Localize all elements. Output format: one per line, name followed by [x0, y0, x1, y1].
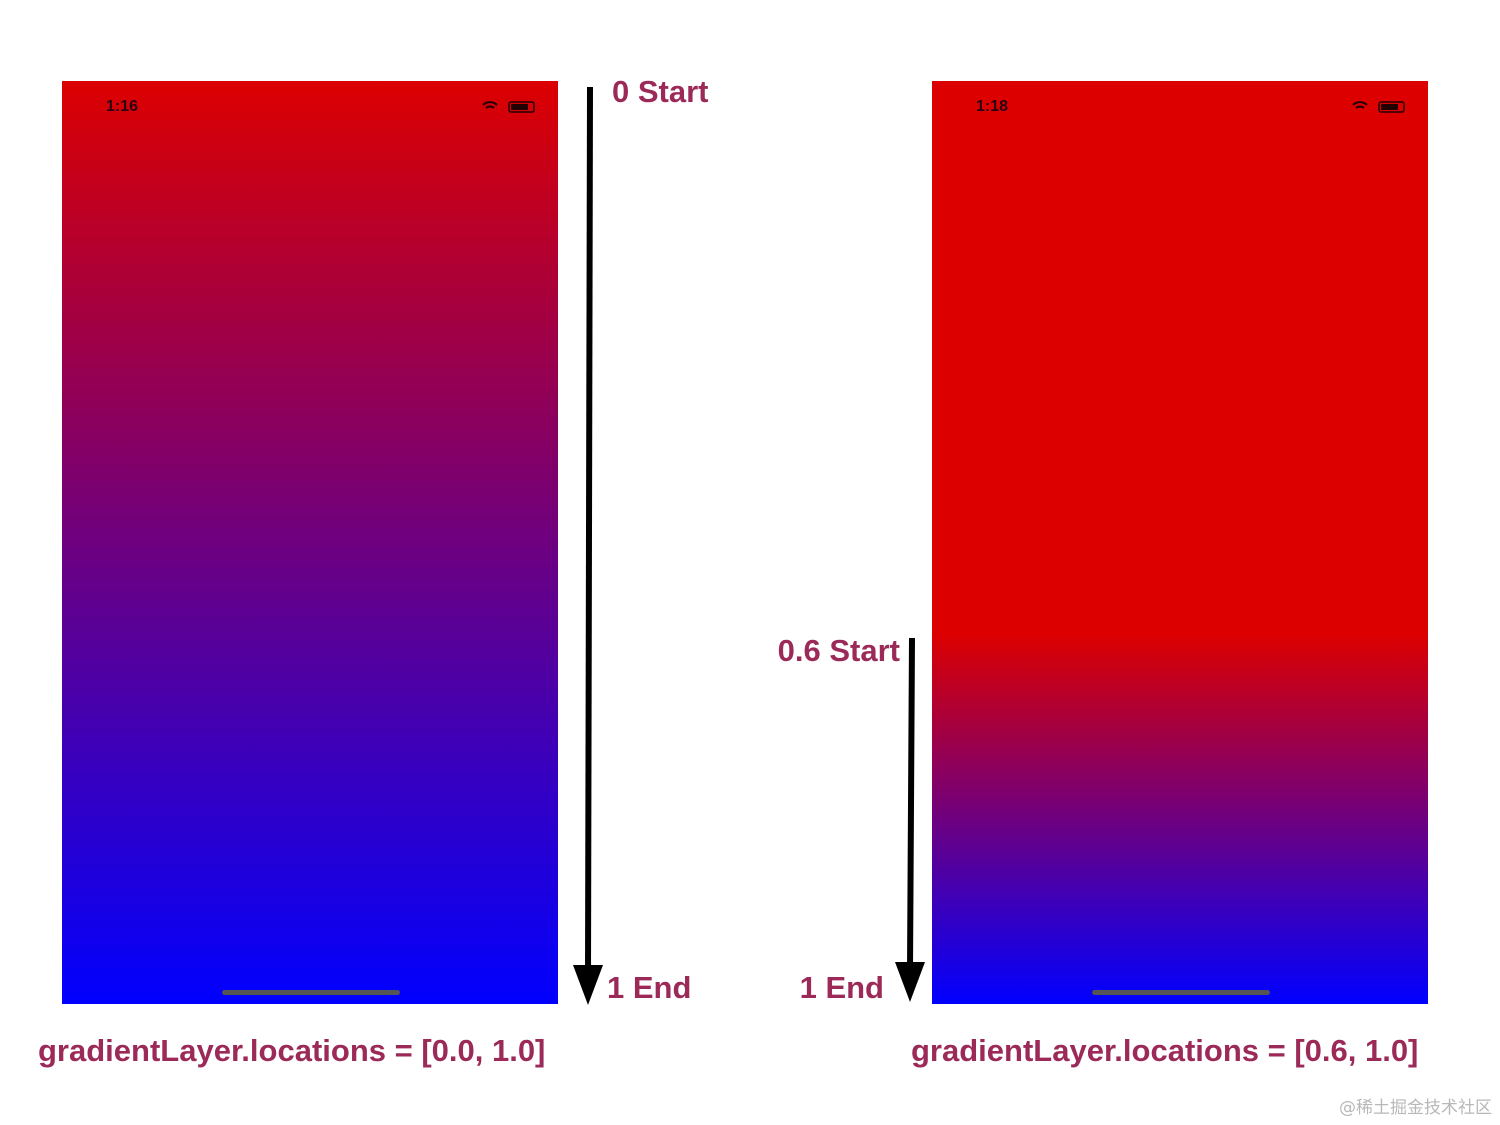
battery-level	[1381, 104, 1398, 110]
wifi-icon	[482, 101, 498, 109]
caption: gradientLayer.locations = [0.0, 1.0]	[38, 1033, 545, 1068]
arrow-line	[585, 86, 593, 976]
status-time: 1:18	[976, 98, 1008, 115]
home-indicator	[1092, 990, 1270, 995]
watermark: @稀土掘金技术社区	[1339, 1098, 1492, 1118]
caption: gradientLayer.locations = [0.6, 1.0]	[911, 1033, 1418, 1068]
end-label: 1 End	[607, 970, 691, 1005]
arrow-head	[573, 965, 603, 1005]
end-label: 1 End	[800, 970, 884, 1005]
home-indicator	[222, 990, 400, 995]
start-label: 0.6 Start	[778, 633, 900, 668]
arrow-head	[895, 962, 925, 1002]
arrow-line	[907, 637, 915, 971]
battery-icon	[508, 101, 535, 113]
phone-screen	[62, 81, 558, 1004]
wifi-icon	[1352, 101, 1368, 109]
left-phone: 1:16	[62, 81, 558, 1004]
phone-screen	[932, 81, 1428, 1004]
battery-icon	[1378, 101, 1405, 113]
status-time: 1:16	[106, 98, 138, 115]
start-label: 0 Start	[612, 74, 708, 109]
battery-level	[511, 104, 528, 110]
right-phone: 1:18	[932, 81, 1428, 1004]
